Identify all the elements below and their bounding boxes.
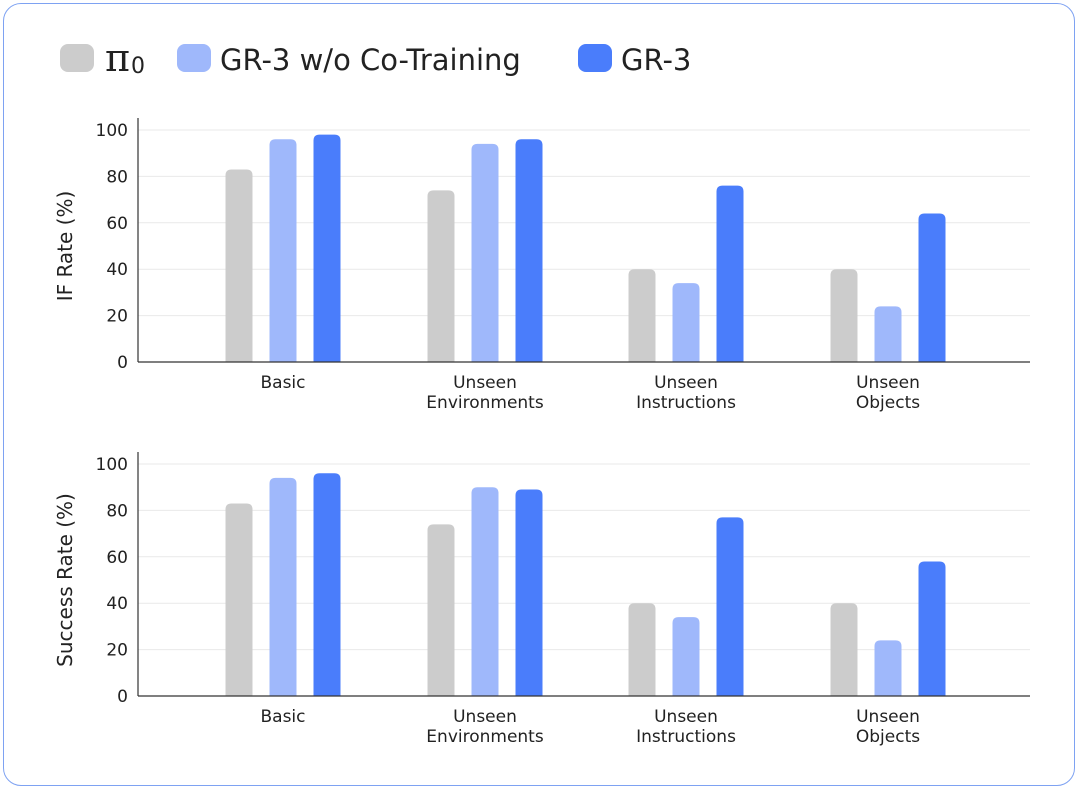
x-tick-label: Instructions <box>636 727 736 747</box>
bar <box>225 503 253 696</box>
bar <box>918 561 946 696</box>
bar <box>269 477 297 696</box>
bar <box>716 185 744 362</box>
bar <box>672 283 700 362</box>
legend-label-subscript: 0 <box>131 54 145 79</box>
y-tick-label: 0 <box>117 687 128 707</box>
y-tick-label: 0 <box>117 353 128 373</box>
bar <box>225 169 253 362</box>
x-tick-label: Unseen <box>453 707 517 727</box>
legend: π 0 GR-3 w/o Co-Training GR-3 <box>60 36 691 80</box>
x-tick-label: Objects <box>856 393 920 413</box>
x-tick-label: Basic <box>260 373 305 393</box>
legend-label: GR-3 w/o Co-Training <box>220 43 521 77</box>
x-tick-label: Unseen <box>654 373 718 393</box>
y-tick-label: 100 <box>96 455 128 475</box>
x-tick-label: Instructions <box>636 393 736 413</box>
y-tick-label: 40 <box>106 260 128 280</box>
x-tick-label: Unseen <box>453 373 517 393</box>
y-tick-label: 100 <box>96 121 128 141</box>
bar <box>427 190 455 362</box>
bar <box>471 487 499 696</box>
bar <box>313 473 341 696</box>
bar <box>830 269 858 362</box>
x-tick-label: Unseen <box>856 707 920 727</box>
bar <box>269 139 297 362</box>
bar <box>628 269 656 362</box>
x-tick-label: Unseen <box>654 707 718 727</box>
y-tick-label: 80 <box>106 167 128 187</box>
x-tick-label: Unseen <box>856 373 920 393</box>
legend-label-symbol: π <box>105 36 130 80</box>
bar <box>628 603 656 696</box>
x-tick-label: Environments <box>426 393 544 413</box>
y-axis-label: IF Rate (%) <box>53 191 77 302</box>
legend-swatch <box>578 44 612 72</box>
y-axis-label: Success Rate (%) <box>53 493 77 667</box>
bar <box>427 524 455 696</box>
y-tick-label: 20 <box>106 307 128 327</box>
legend-label: GR-3 <box>621 43 691 77</box>
x-tick-label: Objects <box>856 727 920 747</box>
bar <box>515 489 543 696</box>
legend-swatch <box>177 44 211 72</box>
y-tick-label: 40 <box>106 594 128 614</box>
y-tick-label: 60 <box>106 548 128 568</box>
x-tick-label: Basic <box>260 707 305 727</box>
legend-swatch <box>60 44 94 72</box>
y-tick-label: 20 <box>106 641 128 661</box>
x-tick-label: Environments <box>426 727 544 747</box>
bar <box>918 213 946 362</box>
bar <box>313 134 341 362</box>
bar <box>515 139 543 362</box>
bar <box>471 143 499 362</box>
bar <box>874 306 902 362</box>
bar <box>830 603 858 696</box>
y-tick-label: 60 <box>106 214 128 234</box>
bar <box>672 617 700 696</box>
bar <box>874 640 902 696</box>
y-tick-label: 80 <box>106 501 128 521</box>
bar <box>716 517 744 696</box>
